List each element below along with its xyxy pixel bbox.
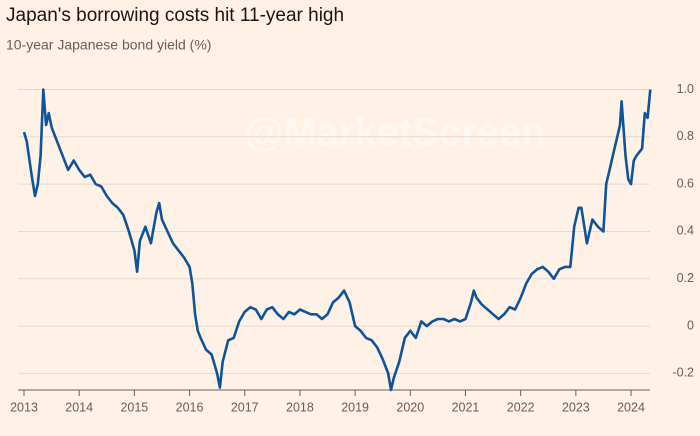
y-tick-label: 0.8 — [677, 129, 694, 143]
y-tick-label: 1.0 — [677, 82, 694, 96]
x-tick-label: 2023 — [562, 400, 590, 414]
y-tick-label: 0.2 — [677, 271, 694, 285]
y-tick-label: 0.4 — [677, 224, 694, 238]
x-tick-label: 2013 — [10, 400, 38, 414]
watermark: @MarketScreen — [244, 111, 545, 155]
x-tick-label: 2016 — [176, 400, 204, 414]
x-tick-label: 2021 — [452, 400, 480, 414]
line — [22, 88, 652, 392]
x-tick-label: 2017 — [231, 400, 259, 414]
y-tick-label: -0.2 — [672, 366, 694, 380]
x-tick-label: 2019 — [341, 400, 369, 414]
x-tick-label: 2014 — [65, 400, 93, 414]
x-tick-label: 2015 — [120, 400, 148, 414]
x-tick-label: 2022 — [507, 400, 535, 414]
y-tick-label: 0 — [687, 318, 694, 332]
x-tick-label: 2018 — [286, 400, 314, 414]
x-tick-label: 2024 — [617, 400, 645, 414]
chart-subtitle: 10-year Japanese bond yield (%) — [6, 37, 211, 53]
chart-title: Japan's borrowing costs hit 11-year high — [6, 5, 344, 26]
x-tick-label: 2020 — [396, 400, 424, 414]
y-tick-label: 0.6 — [677, 176, 694, 190]
